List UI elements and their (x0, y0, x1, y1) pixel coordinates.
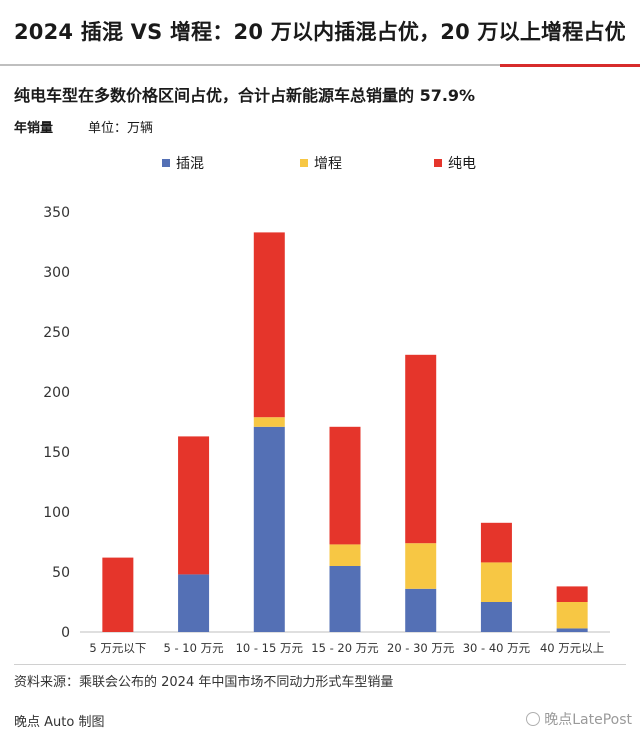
bar-segment-phev (329, 566, 361, 632)
y-tick-label: 150 (43, 445, 70, 461)
bar-segment-phev (178, 574, 210, 632)
watermark: 晚点LatePost (526, 709, 632, 729)
weibo-icon (526, 712, 541, 726)
bar-segment-bev (405, 354, 437, 544)
bar-segment-bev (178, 436, 210, 575)
y-axis-label: 年销量 (14, 121, 54, 136)
legend: 插混 增程 纯电 (0, 153, 640, 175)
legend-label-phev: 插混 (176, 156, 204, 172)
legend-item-erev: 增程 (300, 153, 342, 173)
bar-segment-erev (556, 602, 588, 629)
bar-segment-bev (329, 426, 361, 545)
bar-segment-bev (253, 232, 285, 418)
bar-segment-phev (405, 588, 437, 632)
bar-segment-phev (556, 628, 588, 632)
source-note: 资料来源：乘联会公布的 2024 年中国市场不同动力形式车型销量 (14, 675, 394, 690)
legend-label-bev: 纯电 (448, 156, 476, 172)
y-tick-label: 350 (43, 205, 70, 221)
legend-label-erev: 增程 (314, 156, 342, 172)
x-tick-label: 10 - 15 万元 (236, 641, 304, 655)
bar-segment-erev (253, 417, 285, 427)
legend-item-phev: 插混 (162, 153, 204, 173)
x-tick-label: 5 - 10 万元 (164, 641, 225, 655)
footer-divider (14, 664, 626, 665)
bar-segment-bev (102, 557, 134, 632)
legend-swatch-bev (434, 159, 442, 167)
bar-segment-erev (405, 543, 437, 589)
legend-swatch-phev (162, 159, 170, 167)
y-tick-label: 50 (52, 565, 70, 581)
stacked-bar-chart: 0 50 100 150 200 250 300 350 5 万元以下 5 - 10 万元 10 -… (43, 205, 610, 655)
y-tick-label: 100 (43, 505, 70, 521)
y-tick-label: 0 (61, 625, 70, 641)
chart-subtitle: 纯电车型在多数价格区间占优，合计占新能源车总销量的 57.9% (14, 86, 476, 105)
unit-label: 单位：万辆 (88, 121, 154, 136)
credit-note: 晚点 Auto 制图 (14, 715, 105, 730)
bar-segment-erev (480, 562, 512, 602)
bar-segment-phev (253, 426, 285, 632)
x-tick-label: 5 万元以下 (89, 641, 146, 655)
bar-segment-phev (480, 602, 512, 632)
bar-segment-erev (329, 544, 361, 566)
title-divider-accent (500, 64, 640, 67)
x-tick-label: 15 - 20 万元 (311, 641, 379, 655)
x-tick-label: 20 - 30 万元 (387, 641, 455, 655)
legend-swatch-erev (300, 159, 308, 167)
y-tick-label: 200 (43, 385, 70, 401)
bar-segment-bev (556, 586, 588, 602)
title-divider (0, 64, 500, 66)
watermark-text: 晚点LatePost (544, 712, 632, 728)
y-tick-label: 300 (43, 265, 70, 281)
y-tick-label: 250 (43, 325, 70, 341)
chart-title: 2024 插混 VS 增程：20 万以内插混占优，20 万以上增程占优 (14, 20, 626, 44)
bar-segment-bev (480, 522, 512, 563)
x-tick-label: 30 - 40 万元 (463, 641, 531, 655)
legend-item-bev: 纯电 (434, 153, 476, 173)
x-tick-label: 40 万元以上 (540, 641, 604, 655)
